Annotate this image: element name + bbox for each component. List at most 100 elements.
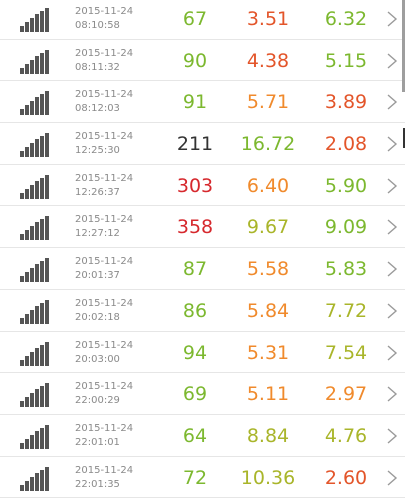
row-date: 2015-11-24: [75, 422, 134, 434]
signal-bars-icon: [20, 383, 52, 408]
list-item[interactable]: 2015-11-24 08:12:03 91 5.71 3.89: [0, 81, 405, 124]
list-item[interactable]: 2015-11-24 20:02:18 86 5.84 7.72: [0, 290, 405, 332]
chevron-right-icon[interactable]: [385, 93, 399, 111]
value-1: 64: [182, 424, 208, 447]
row-time: 08:11:32: [75, 61, 120, 73]
signal-bars-icon: [20, 8, 52, 32]
value-3: 9.09: [324, 216, 368, 239]
value-2: 4.38: [246, 49, 290, 72]
signal-bars-icon: [20, 133, 52, 158]
signal-bars-icon: [20, 174, 52, 199]
row-time: 22:00:29: [75, 395, 120, 407]
row-date: 2015-11-24: [75, 172, 134, 184]
signal-bars-icon: [20, 299, 52, 324]
row-date: 2015-11-24: [75, 6, 134, 17]
row-time: 12:27:12: [75, 228, 120, 240]
value-2: 5.31: [246, 341, 290, 364]
timestamp: 2015-11-24 20:03:00: [75, 339, 133, 367]
row-date: 2015-11-24: [75, 256, 134, 268]
value-1: 303: [176, 174, 214, 197]
value-3: 5.15: [324, 49, 368, 72]
row-date: 2015-11-24: [75, 214, 134, 226]
value-2: 5.84: [246, 299, 290, 322]
edge-indicator: [403, 128, 405, 148]
list-item[interactable]: 2015-11-24 20:03:00 94 5.31 7.54: [0, 332, 405, 374]
chevron-right-icon[interactable]: [385, 135, 399, 153]
chevron-right-icon[interactable]: [385, 469, 399, 487]
timestamp: 2015-11-24 12:26:37: [75, 172, 133, 200]
timestamp: 2015-11-24 12:25:30: [75, 130, 133, 158]
signal-bars-icon: [20, 91, 52, 116]
value-3: 5.83: [324, 258, 368, 281]
list-item[interactable]: 2015-11-24 22:01:35 72 10.36 2.60: [0, 457, 405, 499]
value-1: 91: [182, 91, 208, 114]
value-2: 5.71: [246, 91, 290, 114]
row-time: 20:01:37: [75, 270, 120, 282]
row-date: 2015-11-24: [75, 381, 134, 393]
chevron-right-icon[interactable]: [385, 344, 399, 362]
list-item[interactable]: 2015-11-24 20:01:37 87 5.58 5.83: [0, 248, 405, 290]
row-time: 22:01:35: [75, 478, 120, 490]
timestamp: 2015-11-24 22:00:29: [75, 380, 133, 408]
signal-bars-icon: [20, 258, 52, 283]
chevron-right-icon[interactable]: [385, 218, 399, 236]
value-1: 211: [176, 133, 214, 156]
row-date: 2015-11-24: [75, 47, 134, 59]
value-1: 90: [182, 49, 208, 72]
value-3: 5.90: [324, 174, 368, 197]
value-1: 94: [182, 341, 208, 364]
list-item[interactable]: 2015-11-24 08:10:58 67 3.51 6.32: [0, 0, 405, 40]
chevron-right-icon[interactable]: [385, 260, 399, 278]
value-3: 7.54: [324, 341, 368, 364]
timestamp: 2015-11-24 08:11:32: [75, 47, 133, 75]
list-item[interactable]: 2015-11-24 22:01:01 64 8.84 4.76: [0, 415, 405, 457]
value-3: 2.97: [324, 383, 368, 406]
row-time: 22:01:01: [75, 436, 120, 448]
timestamp: 2015-11-24 20:01:37: [75, 255, 133, 283]
chevron-right-icon[interactable]: [385, 10, 399, 28]
signal-bars-icon: [20, 341, 52, 366]
value-1: 87: [182, 258, 208, 281]
scrollbar[interactable]: [402, 0, 405, 92]
signal-bars-icon: [20, 424, 52, 449]
timestamp: 2015-11-24 12:27:12: [75, 213, 133, 241]
value-2: 6.40: [246, 174, 290, 197]
row-date: 2015-11-24: [75, 89, 134, 101]
value-3: 7.72: [324, 299, 368, 322]
row-time: 20:02:18: [75, 311, 120, 323]
row-time: 20:03:00: [75, 353, 120, 365]
value-2: 8.84: [246, 424, 290, 447]
value-2: 5.58: [246, 258, 290, 281]
signal-bars-icon: [20, 216, 52, 241]
chevron-right-icon[interactable]: [385, 177, 399, 195]
timestamp: 2015-11-24 08:10:58: [75, 5, 133, 33]
signal-bars-icon: [20, 466, 52, 491]
chevron-right-icon[interactable]: [385, 385, 399, 403]
chevron-right-icon[interactable]: [385, 427, 399, 445]
value-3: 6.32: [324, 8, 368, 30]
value-3: 4.76: [324, 424, 368, 447]
value-3: 2.08: [324, 133, 368, 156]
row-time: 12:26:37: [75, 186, 120, 198]
value-2: 16.72: [240, 133, 296, 156]
value-2: 5.11: [246, 383, 290, 406]
list-item[interactable]: 2015-11-24 12:27:12 358 9.67 9.09: [0, 206, 405, 249]
signal-bars-icon: [20, 49, 52, 74]
timestamp: 2015-11-24 22:01:01: [75, 422, 133, 450]
row-time: 08:10:58: [75, 20, 120, 31]
list-item[interactable]: 2015-11-24 12:26:37 303 6.40 5.90: [0, 165, 405, 207]
chevron-right-icon[interactable]: [385, 302, 399, 320]
timestamp: 2015-11-24 20:02:18: [75, 297, 133, 325]
value-2: 10.36: [240, 466, 296, 489]
timestamp: 2015-11-24 08:12:03: [75, 88, 133, 116]
value-1: 72: [182, 466, 208, 489]
value-1: 69: [182, 383, 208, 406]
list-item[interactable]: 2015-11-24 22:00:29 69 5.11 2.97: [0, 373, 405, 415]
chevron-right-icon[interactable]: [385, 52, 399, 70]
row-date: 2015-11-24: [75, 131, 134, 143]
list-item[interactable]: 2015-11-24 12:25:30 211 16.72 2.08: [0, 123, 405, 165]
list-item[interactable]: 2015-11-24 08:11:32 90 4.38 5.15: [0, 40, 405, 82]
value-2: 3.51: [246, 8, 290, 30]
value-2: 9.67: [246, 216, 290, 239]
